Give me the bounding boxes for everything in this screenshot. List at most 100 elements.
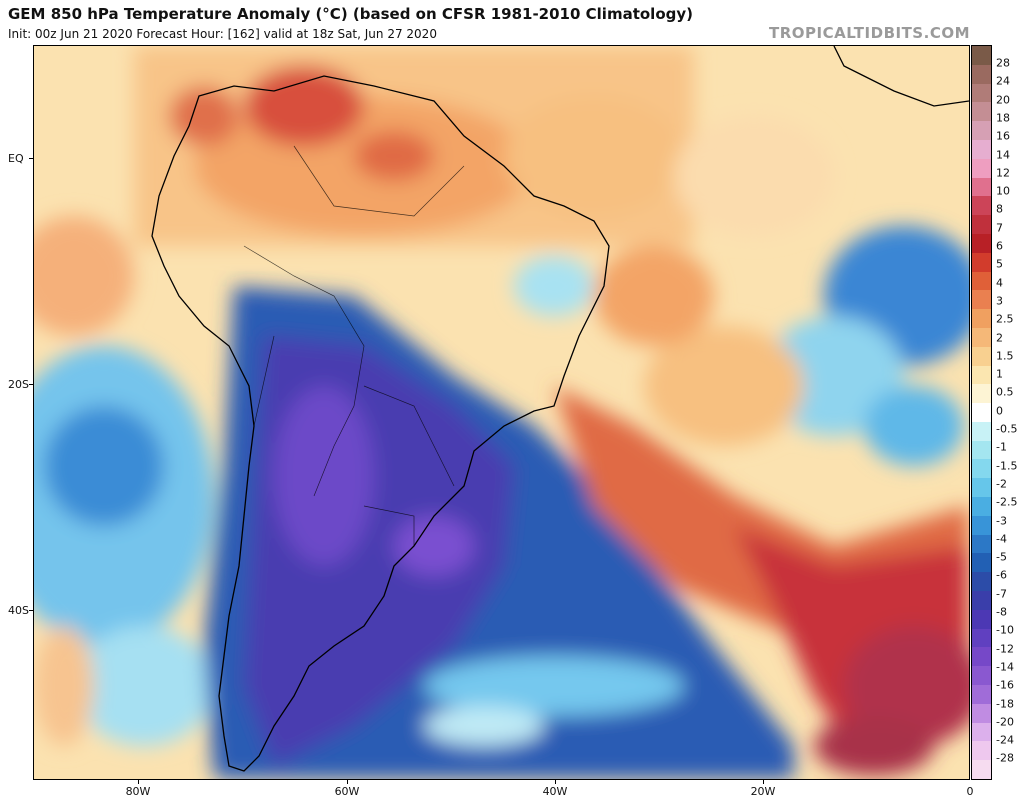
colorbar-label: -12 — [996, 642, 1014, 656]
lat-label-20s: 20S — [8, 378, 29, 391]
colorbar-label: -28 — [996, 751, 1014, 765]
colorbar-label: 16 — [996, 129, 1010, 143]
colorbar-label: 8 — [996, 202, 1003, 216]
colorbar-swatch — [972, 591, 991, 611]
lat-tick — [29, 384, 33, 385]
colorbar-swatch — [972, 233, 991, 254]
colorbar-swatch — [972, 459, 991, 479]
colorbar-swatch — [972, 384, 991, 404]
colorbar-swatch — [972, 271, 991, 291]
brand-watermark[interactable]: TROPICALTIDBITS.COM — [769, 24, 970, 42]
colorbar-label: -5 — [996, 550, 1007, 564]
colorbar-swatch — [972, 215, 991, 235]
lon-label-0: 0 — [966, 785, 974, 798]
colorbar-swatch — [972, 139, 991, 160]
colorbar-swatch — [972, 478, 991, 498]
colorbar-label: 24 — [996, 74, 1010, 88]
colorbar-swatch — [972, 647, 991, 667]
lat-label-40s: 40S — [8, 604, 29, 617]
colorbar-label: -18 — [996, 697, 1014, 710]
colorbar-swatch — [972, 741, 991, 761]
colorbar-label: 18 — [996, 111, 1010, 125]
lat-tick — [29, 158, 33, 159]
colorbar-label: -1 — [996, 440, 1007, 454]
lon-label-80w: 80W — [125, 785, 151, 798]
map-title: GEM 850 hPa Temperature Anomaly (°C) (ba… — [8, 5, 693, 23]
colorbar-swatch — [972, 722, 991, 742]
colorbar-swatch — [972, 403, 991, 423]
colorbar-swatch — [972, 327, 991, 348]
colorbar-label: -4 — [996, 532, 1007, 546]
colorbar-swatch — [972, 534, 991, 554]
colorbar-label: -7 — [996, 587, 1007, 601]
colorbar-label: 6 — [996, 239, 1003, 253]
lon-tick — [555, 780, 556, 784]
colorbar-swatch — [972, 196, 991, 216]
colorbar-label: -2 — [996, 477, 1007, 491]
anomaly-field — [34, 46, 969, 779]
colorbar-label: -8 — [996, 605, 1007, 619]
colorbar-label: 10 — [996, 184, 1010, 198]
colorbar-label: 5 — [996, 257, 1003, 271]
colorbar-label: -3 — [996, 514, 1007, 527]
lon-label-40w: 40W — [542, 785, 568, 798]
lon-tick — [347, 780, 348, 784]
forecast-info: Init: 00z Jun 21 2020 Forecast Hour: [16… — [8, 27, 437, 41]
colorbar-label: -6 — [996, 568, 1007, 582]
colorbar-label: 2.5 — [996, 312, 1014, 326]
lon-tick — [138, 780, 139, 784]
colorbar-label: 1 — [996, 367, 1003, 381]
colorbar-swatch — [972, 703, 991, 724]
colorbar-swatch — [972, 346, 991, 366]
colorbar-swatch — [972, 666, 991, 686]
colorbar-label: 0.5 — [996, 385, 1014, 399]
colorbar-swatch — [972, 309, 991, 329]
colorbar-swatch — [972, 572, 991, 592]
colorbar-swatch — [972, 440, 991, 460]
colorbar-label: 3 — [996, 294, 1003, 308]
colorbar-swatch — [972, 365, 991, 385]
colorbar-label: -14 — [996, 660, 1014, 674]
colorbar-swatch — [972, 497, 991, 517]
lon-tick — [763, 780, 764, 784]
colorbar-swatch — [972, 760, 991, 780]
colorbar-swatch — [972, 102, 991, 122]
colorbar-label: -2.5 — [996, 495, 1018, 509]
colorbar-label: 14 — [996, 148, 1010, 161]
country-borders — [243, 145, 465, 546]
colorbar-label: 0 — [996, 404, 1003, 418]
anomaly-map — [33, 45, 970, 780]
colorbar-swatch — [972, 515, 991, 536]
colorbar-swatch — [972, 121, 991, 141]
colorbar-swatch — [972, 64, 991, 85]
colorbar-swatch — [972, 177, 991, 197]
coastlines — [151, 46, 969, 772]
colorbar-swatch — [972, 290, 991, 310]
colorbar-label: 2 — [996, 331, 1003, 344]
colorbar-swatch — [972, 685, 991, 705]
colorbar-swatch — [972, 83, 991, 103]
colorbar-label: 12 — [996, 166, 1010, 180]
colorbar-swatch — [972, 158, 991, 179]
colorbar-label: -1.5 — [996, 459, 1018, 473]
colorbar-label: -24 — [996, 733, 1014, 747]
colorbar-label: 28 — [996, 56, 1010, 70]
colorbar-swatch — [972, 46, 991, 66]
colorbar — [971, 45, 992, 780]
lon-label-60w: 60W — [334, 785, 360, 798]
colorbar-label: 7 — [996, 221, 1003, 235]
colorbar-label: -10 — [996, 623, 1014, 637]
colorbar-label: -20 — [996, 715, 1014, 729]
colorbar-swatch — [972, 553, 991, 573]
colorbar-swatch — [972, 421, 991, 442]
colorbar-label: -0.5 — [996, 422, 1018, 436]
colorbar-swatch — [972, 628, 991, 648]
lon-label-20w: 20W — [750, 785, 776, 798]
lat-tick — [29, 610, 33, 611]
colorbar-label: 4 — [996, 276, 1003, 290]
colorbar-swatch — [972, 252, 991, 273]
colorbar-label: 1.5 — [996, 349, 1014, 363]
colorbar-label: -16 — [996, 678, 1014, 692]
colorbar-swatch — [972, 609, 991, 630]
colorbar-label: 20 — [996, 93, 1010, 107]
